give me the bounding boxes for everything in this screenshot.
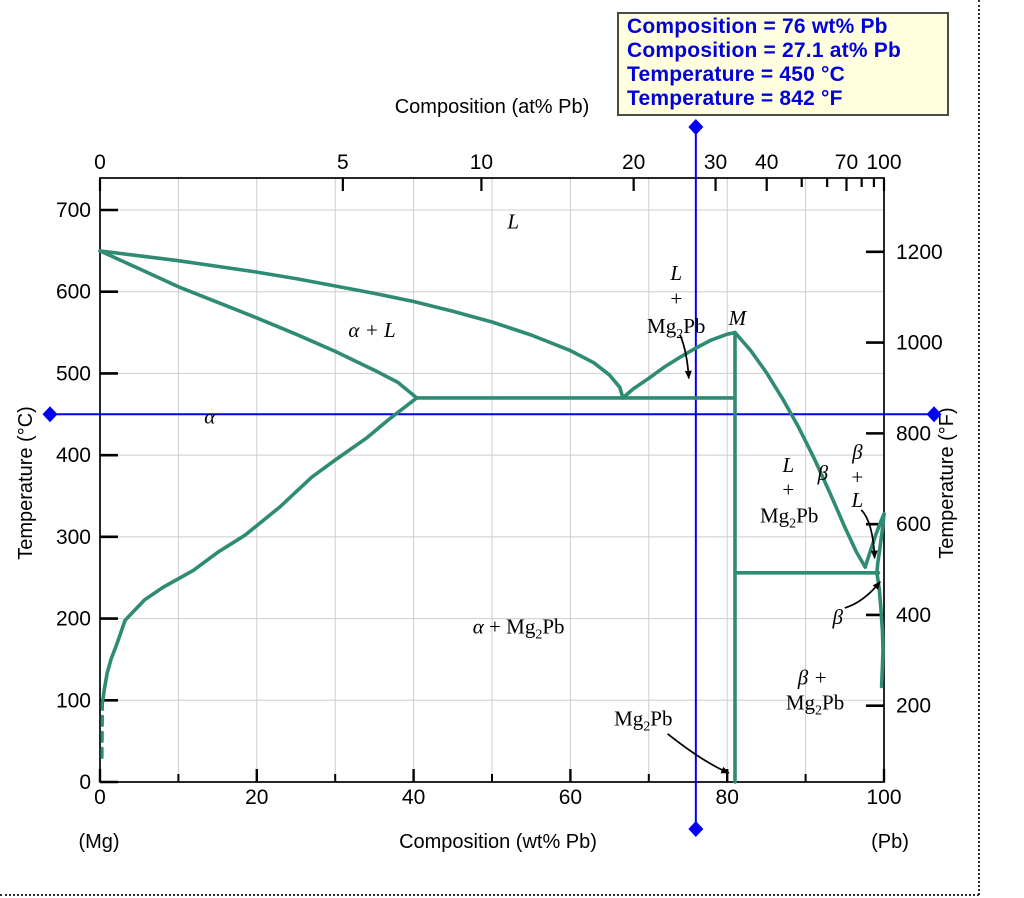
annotation-arrow — [679, 334, 692, 380]
curve-solvus-beta — [875, 571, 885, 689]
crosshair-diamond-left[interactable] — [42, 406, 58, 423]
region-label: Mg2Pb — [760, 504, 818, 532]
crosshair-diamond-top[interactable] — [688, 119, 704, 135]
region-label: + — [782, 477, 794, 501]
tick-label: 80 — [716, 786, 739, 809]
axis-title-left: Temperature (°C) — [15, 406, 37, 560]
region-label: L — [782, 453, 795, 477]
tick-label: 40 — [755, 151, 778, 174]
tick-label: 5 — [337, 151, 349, 174]
tick-label: 60 — [559, 786, 582, 809]
region-label: + — [670, 286, 682, 310]
curve-solvus-alpha — [101, 396, 419, 701]
tick-label: 600 — [896, 513, 931, 536]
region-label: Mg2Pb — [786, 691, 844, 719]
panel-border-right — [978, 0, 980, 895]
region-label: β + — [797, 665, 828, 689]
tick-label: 400 — [56, 444, 91, 467]
readout-composition-at: Composition = 27.1 at% Pb — [627, 39, 901, 62]
region-label: + — [851, 465, 863, 489]
tick-label: 200 — [896, 695, 931, 718]
tick-label: 800 — [896, 422, 931, 445]
annotation-arrow — [860, 509, 878, 560]
tick-label: 20 — [622, 151, 645, 174]
curve-liquidus-left — [98, 249, 625, 400]
tick-label: 1000 — [896, 332, 943, 355]
gridlines — [100, 178, 884, 782]
tick-label: 10 — [470, 151, 493, 174]
tick-label: 700 — [56, 199, 91, 222]
tick-label: 100 — [866, 151, 901, 174]
region-label: L — [851, 488, 864, 512]
region-label: M — [728, 306, 748, 330]
region-label: β — [851, 440, 863, 464]
region-label: α — [204, 405, 216, 429]
axis-title-bottom: Composition (wt% Pb) — [399, 831, 597, 853]
crosshair-diamond-right[interactable] — [926, 406, 942, 423]
axis-title-right: Temperature (°F) — [936, 407, 958, 558]
tick-label: 70 — [835, 151, 858, 174]
region-label: β — [832, 605, 844, 629]
tick-label: 600 — [56, 281, 91, 304]
tick-label: 100 — [866, 786, 901, 809]
panel-border-bottom — [0, 894, 979, 896]
readout-temperature-f: Temperature = 842 °F — [627, 87, 843, 110]
tick-label: 400 — [896, 604, 931, 627]
tick-label: 200 — [56, 608, 91, 631]
readout-composition-wt: Composition = 76 wt% Pb — [627, 15, 888, 38]
readout-box: Composition = 76 wt% Pb Composition = 27… — [617, 12, 949, 116]
annotation-arrow — [667, 733, 730, 774]
curve-solidus-beta — [875, 512, 886, 575]
tick-label: 20 — [245, 786, 268, 809]
tick-label: 0 — [94, 151, 106, 174]
readout-temperature-c: Temperature = 450 °C — [627, 63, 846, 86]
annotation-arrow — [844, 581, 881, 609]
curve-liquidus-mid — [621, 330, 737, 400]
phase-boundaries — [98, 249, 886, 784]
tick-label: 500 — [56, 362, 91, 385]
crosshair[interactable] — [42, 119, 942, 837]
region-label: α + L — [348, 318, 395, 342]
tick-label: 1200 — [896, 241, 943, 264]
region-label: Mg2Pb — [647, 314, 705, 342]
region-label: α + Mg2Pb — [473, 615, 565, 643]
region-label: L — [506, 209, 519, 233]
axes: 0 20 40 60 80 1000 5 10 20 30 40 70 1000100200300400… — [15, 96, 958, 853]
tick-label: 0 — [79, 771, 91, 794]
region-label: Mg2Pb — [614, 706, 672, 734]
tick-label: 0 — [94, 786, 106, 809]
curve-solidus-alpha — [98, 249, 419, 400]
tick-label: 300 — [56, 526, 91, 549]
end-label-pb: (Pb) — [871, 831, 909, 853]
tick-label: 100 — [56, 689, 91, 712]
region-label: L — [669, 261, 682, 285]
tick-label: 40 — [402, 786, 425, 809]
crosshair-diamond-bottom[interactable] — [688, 821, 704, 837]
curve-solvus-alpha-low — [100, 698, 105, 760]
tick-label: 30 — [704, 151, 727, 174]
axis-title-top: Composition (at% Pb) — [395, 96, 590, 118]
end-label-mg: (Mg) — [78, 831, 119, 853]
curve-liquidus-right — [733, 330, 867, 569]
region-label: β — [817, 461, 829, 485]
